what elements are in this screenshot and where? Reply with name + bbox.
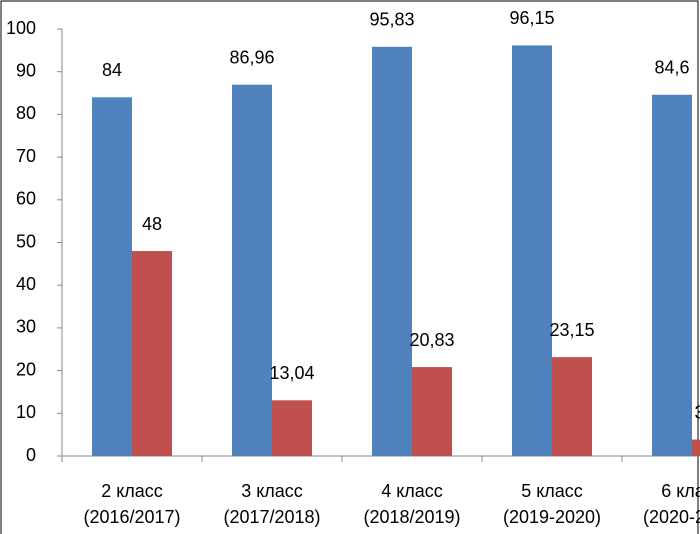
x-tick-label: 6 класс [661, 481, 700, 501]
value-label: 23,15 [549, 320, 594, 340]
value-label: 3,85 [694, 402, 700, 422]
y-tick-label: 90 [16, 60, 36, 80]
value-label: 84,6 [654, 58, 689, 78]
value-label: 13,04 [269, 363, 314, 383]
bar [132, 251, 172, 456]
value-label: 84 [102, 60, 122, 80]
bar [692, 439, 700, 456]
value-label: 86,96 [229, 47, 274, 67]
bar [412, 367, 452, 456]
bar [232, 84, 272, 457]
y-tick-label: 100 [6, 18, 36, 38]
y-tick-label: 40 [16, 274, 36, 294]
bar [372, 46, 412, 456]
value-label: 96,15 [509, 8, 554, 28]
y-tick-label: 0 [26, 445, 36, 465]
x-tick-label: (2019-2020) [503, 507, 601, 527]
x-tick-label: (2020-2021) [643, 507, 700, 527]
x-tick-label: 2 класс [101, 481, 163, 501]
x-tick-label: (2017/2018) [223, 507, 320, 527]
value-label: 48 [142, 214, 162, 234]
y-tick-label: 30 [16, 317, 36, 337]
x-tick-label: (2018/2019) [363, 507, 460, 527]
y-tick-label: 80 [16, 103, 36, 123]
y-tick-label: 10 [16, 402, 36, 422]
bar [92, 97, 132, 456]
y-tick-label: 60 [16, 189, 36, 209]
x-tick-label: (2016/2017) [83, 507, 180, 527]
x-tick-label: 4 класс [381, 481, 443, 501]
bar [512, 45, 552, 456]
bar [652, 94, 692, 457]
value-label: 20,83 [409, 330, 454, 350]
value-label: 95,83 [369, 10, 414, 30]
y-tick-label: 70 [16, 146, 36, 166]
y-tick-label: 20 [16, 359, 36, 379]
bar [552, 357, 592, 456]
x-tick-label: 3 класс [241, 481, 303, 501]
y-tick-label: 50 [16, 231, 36, 251]
bar [272, 400, 312, 456]
x-tick-label: 5 класс [521, 481, 583, 501]
